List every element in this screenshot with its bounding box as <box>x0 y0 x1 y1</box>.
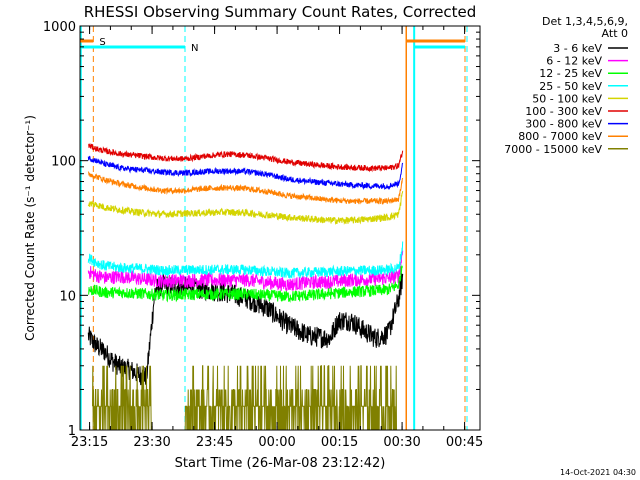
legend-label: 7000 - 15000 keV <box>504 143 602 156</box>
flag-label-n: N <box>191 43 198 54</box>
series-6-12-kev <box>87 250 404 292</box>
y-tick-label: 1 <box>68 424 76 439</box>
series-25-50-kev <box>87 241 404 279</box>
legend-label: 100 - 300 keV <box>525 105 602 118</box>
legend-label: 6 - 12 keV <box>546 55 602 68</box>
legend-header-line: Det 1,3,4,5,6,9, <box>542 15 628 28</box>
series-100-300-kev <box>88 143 404 173</box>
y-axis-label: Corrected Count Rate (s⁻¹ detector⁻¹) <box>23 115 37 341</box>
y-tick-label: 1000 <box>43 20 76 35</box>
x-tick-label: 00:45 <box>446 435 483 450</box>
series-50-100-kev <box>87 191 404 225</box>
x-tick-label: 00:15 <box>321 435 358 450</box>
legend-label: 12 - 25 keV <box>539 67 602 80</box>
y-tick-label: 10 <box>59 289 76 304</box>
x-tick-label: 00:30 <box>383 435 420 450</box>
plot-frame <box>79 25 481 431</box>
legend-label: 800 - 7000 keV <box>518 130 602 143</box>
legend-label: 25 - 50 keV <box>539 80 602 93</box>
series-800-7000-kev <box>87 171 404 205</box>
legend-header-line: Att 0 <box>602 27 628 40</box>
series-12-25-kev <box>88 264 404 303</box>
timestamp: 14-Oct-2021 04:30 <box>560 468 636 477</box>
y-tick-label: 100 <box>51 155 76 170</box>
legend-label: 3 - 6 keV <box>553 42 602 55</box>
x-tick-label: 23:45 <box>196 435 233 450</box>
legend-label: 300 - 800 keV <box>525 118 602 131</box>
chart-title: RHESSI Observing Summary Count Rates, Co… <box>84 3 477 21</box>
x-axis-label: Start Time (26-Mar-08 23:12:42) <box>175 456 386 471</box>
x-tick-label: 23:15 <box>71 435 108 450</box>
series-300-800-kev <box>87 155 404 191</box>
series-layer <box>87 143 404 431</box>
flag-label-s: S <box>99 37 105 48</box>
axes-layer: 1 10 100 1000 23:15 23:30 23:45 00:00 00:15 00:30… <box>43 20 483 450</box>
flags-layer: SN <box>80 26 468 430</box>
series-3-6-kev <box>87 273 404 386</box>
legend-label: 50 - 100 keV <box>532 92 602 105</box>
x-tick-label: 00:00 <box>258 435 295 450</box>
x-tick-label: 23:30 <box>133 435 170 450</box>
